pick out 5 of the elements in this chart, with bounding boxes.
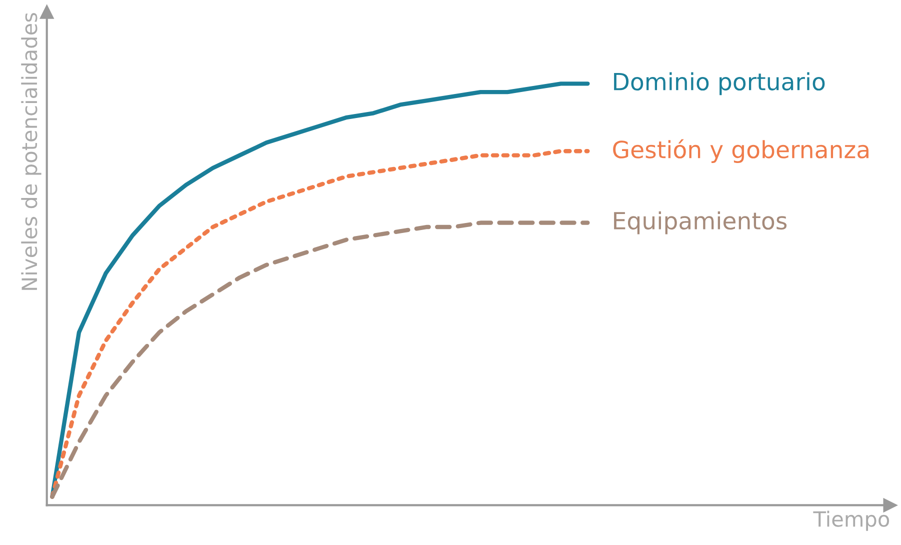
series-label: Dominio portuario — [614, 72, 825, 96]
x-axis-title: Tiempo — [813, 510, 890, 531]
series-label: Equipamientos — [614, 211, 787, 234]
y-axis-title: Niveles de potencialidades — [21, 13, 42, 290]
series-label: Gestión y gobernanza — [613, 139, 868, 164]
